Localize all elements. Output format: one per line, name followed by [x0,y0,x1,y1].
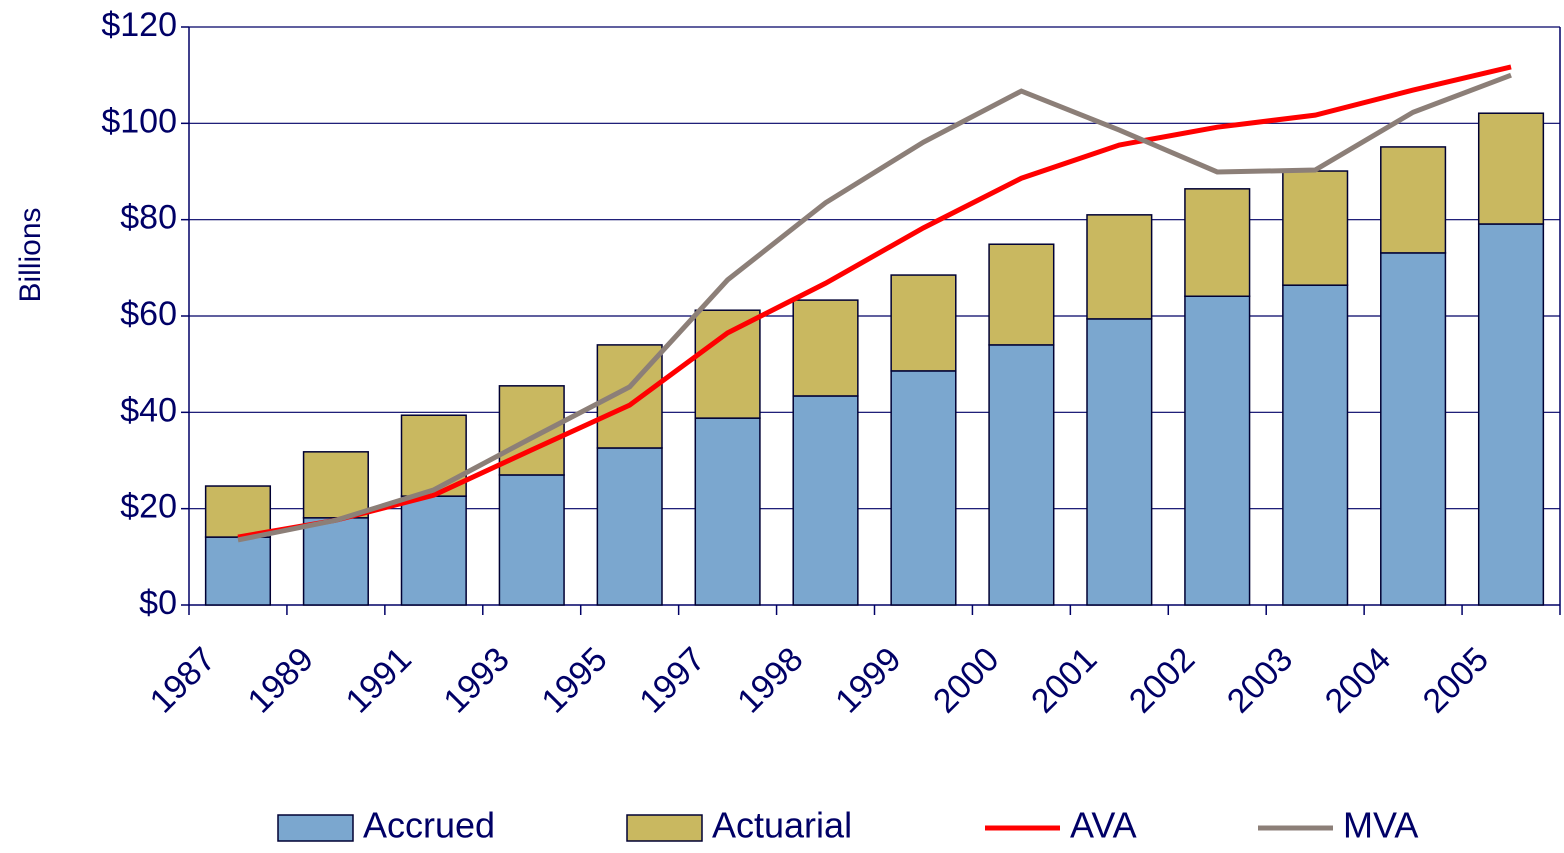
y-axis-label: Billions [14,207,47,302]
x-tick-label: 1999 [828,640,908,720]
legend-label: Accrued [363,805,495,846]
bar [1380,146,1447,254]
x-tick-label: 2000 [926,640,1006,720]
x-tick-label: 1989 [241,640,321,720]
bar [1184,188,1251,298]
bar [890,370,957,606]
bar [302,517,369,606]
legend-label: Actuarial [712,805,852,846]
legend-label: AVA [1070,805,1137,846]
bar [1380,252,1447,606]
x-tick-label: 2001 [1024,640,1104,720]
bar [988,344,1055,606]
bar [1282,170,1349,286]
x-tick-label: 1995 [534,640,614,720]
x-tick-label: 2002 [1122,640,1202,720]
bar [694,417,761,606]
legend-swatch [626,814,703,842]
y-tick-label: $100 [101,102,177,140]
bar [498,474,565,606]
bar [1477,112,1545,225]
legend-swatch [277,814,354,842]
y-tick-label: $0 [139,584,177,622]
x-tick-label: 1993 [436,640,516,720]
y-tick-label: $60 [120,295,177,333]
legend-label: MVA [1343,805,1418,846]
bar [1477,223,1545,606]
y-tick-label: $120 [101,6,177,44]
bar [204,536,272,606]
bar [694,309,761,419]
x-tick-label: 1998 [730,640,810,720]
bar [400,495,467,606]
line [237,64,1512,540]
bar [204,485,272,538]
x-tick-label: 2003 [1220,640,1300,720]
bar [1086,318,1153,606]
bar [988,243,1055,346]
x-tick-label: 2005 [1416,640,1496,720]
bar [792,395,859,606]
y-tick-label: $80 [120,199,177,237]
line [237,72,1512,543]
x-tick-label: 1991 [339,640,419,720]
y-tick-label: $20 [120,488,177,526]
bar [1086,214,1153,320]
bar [1282,284,1349,606]
bar [1184,295,1251,606]
bar [596,447,663,606]
bar [890,274,957,372]
y-tick-label: $40 [120,391,177,429]
x-tick-label: 1997 [632,640,712,720]
bar [792,299,859,397]
x-tick-label: 2004 [1318,640,1398,720]
bar [302,451,369,519]
x-tick-label: 1987 [143,640,223,720]
